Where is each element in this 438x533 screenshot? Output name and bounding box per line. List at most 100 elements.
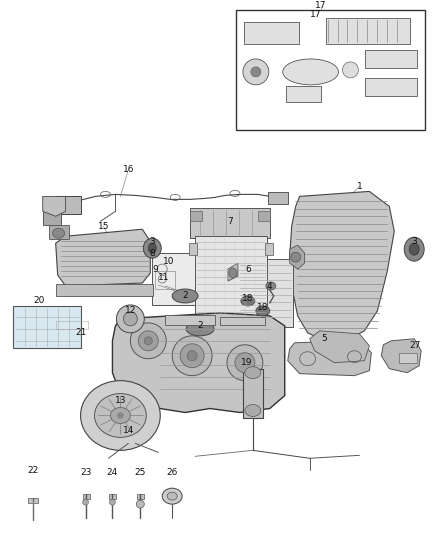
Ellipse shape [144,337,152,345]
Bar [244,22,299,44]
Ellipse shape [343,62,358,78]
Ellipse shape [117,305,144,333]
Text: 3: 3 [411,237,417,246]
Text: 8: 8 [149,249,155,257]
Ellipse shape [186,322,214,336]
Text: 15: 15 [98,222,109,231]
Ellipse shape [138,331,158,351]
Text: 9: 9 [152,264,158,273]
Bar [165,315,215,325]
Ellipse shape [131,323,166,359]
Text: 21: 21 [75,328,86,337]
Polygon shape [290,191,394,341]
Ellipse shape [241,296,255,306]
Polygon shape [113,313,285,413]
Polygon shape [43,196,66,216]
Bar [243,369,263,418]
Ellipse shape [143,238,161,258]
Text: 12: 12 [125,306,136,316]
Ellipse shape [283,59,339,85]
Ellipse shape [187,351,197,361]
Ellipse shape [162,488,182,504]
Text: 2: 2 [182,292,188,301]
Ellipse shape [291,252,300,262]
Ellipse shape [110,499,116,505]
Ellipse shape [167,492,177,500]
Ellipse shape [136,500,144,508]
Text: 23: 23 [80,468,91,477]
Bar [13,306,81,348]
Text: 22: 22 [27,466,39,475]
Bar [152,253,212,305]
Bar [190,211,202,221]
Ellipse shape [227,345,263,381]
Text: 5: 5 [321,334,328,343]
Ellipse shape [81,381,160,450]
Text: 13: 13 [115,396,126,405]
Polygon shape [381,339,421,373]
Ellipse shape [235,353,255,373]
Ellipse shape [266,282,276,290]
Text: 17: 17 [315,1,326,10]
Text: 25: 25 [134,468,146,477]
Ellipse shape [172,336,212,376]
Bar [138,494,144,499]
Ellipse shape [82,499,88,505]
Bar [56,321,88,329]
Polygon shape [310,331,369,362]
Text: 6: 6 [245,264,251,273]
Bar [286,86,321,102]
Bar [220,317,265,325]
Bar [195,236,267,324]
Ellipse shape [95,393,146,438]
Text: 2: 2 [197,321,203,330]
Text: 26: 26 [166,468,178,477]
Bar [365,78,417,96]
Text: 4: 4 [267,281,272,290]
Ellipse shape [229,268,237,278]
Text: 16: 16 [123,165,134,174]
Bar [399,353,417,362]
Text: 17: 17 [310,10,321,19]
Text: 10: 10 [162,256,174,265]
Polygon shape [228,263,238,281]
Polygon shape [288,341,371,376]
Polygon shape [290,245,305,269]
Ellipse shape [148,243,156,253]
Ellipse shape [172,289,198,303]
Bar [82,494,89,499]
Text: 19: 19 [241,358,253,367]
Ellipse shape [243,59,269,85]
Ellipse shape [245,367,261,378]
Ellipse shape [404,237,424,261]
Ellipse shape [124,312,138,326]
Bar [110,494,117,499]
Text: 1: 1 [357,182,362,191]
Ellipse shape [409,243,419,255]
Ellipse shape [110,408,131,423]
Text: 11: 11 [158,272,169,281]
Bar [49,225,69,239]
Bar [268,192,288,204]
Bar [43,211,60,225]
Bar [56,284,153,296]
Text: 14: 14 [123,426,134,435]
Bar [265,243,273,255]
Text: 20: 20 [33,296,44,305]
Text: 18: 18 [257,303,268,312]
Text: 7: 7 [227,217,233,226]
Bar [190,208,270,238]
Bar [56,196,81,214]
Text: 18: 18 [242,294,254,303]
Ellipse shape [180,344,204,368]
Bar [258,211,270,221]
Polygon shape [56,229,150,286]
Text: 24: 24 [107,468,118,477]
Bar [238,259,293,327]
Bar [28,498,38,503]
Bar [189,243,197,255]
Bar [155,271,175,289]
Text: 3: 3 [149,237,155,246]
Bar [236,10,425,130]
Ellipse shape [256,306,270,316]
